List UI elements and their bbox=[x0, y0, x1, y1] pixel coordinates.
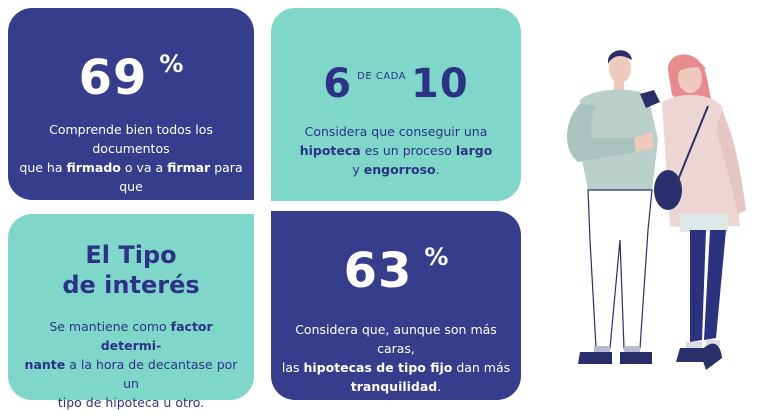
stat-card-mortgage-process: 6 DE CADA 10 Considera que conseguir una h… bbox=[271, 8, 521, 201]
stat-number: 69 bbox=[78, 50, 148, 106]
stat-description: Se mantiene como factor determi- nante a… bbox=[24, 319, 238, 410]
stat-card-documents: 69% Comprende bien todos los documentos … bbox=[8, 8, 254, 213]
stat-number-b: 10 bbox=[411, 61, 469, 107]
stat-card-fixed-rate: 63% Considera que, aunque son más caras,… bbox=[271, 211, 521, 400]
woman-figure bbox=[654, 54, 746, 370]
couple-illustration bbox=[566, 50, 746, 370]
stat-69-percent: 69% bbox=[8, 52, 254, 102]
stat-description: Considera que conseguir una hipoteca es … bbox=[299, 124, 493, 177]
man-figure bbox=[566, 50, 660, 364]
stat-6-of-10: 6 DE CADA 10 bbox=[271, 64, 521, 104]
stat-description: Considera que, aunque son más caras, las… bbox=[281, 322, 511, 394]
card-title: El Tipo de interés bbox=[62, 241, 200, 299]
stat-percent-sign: % bbox=[424, 243, 449, 271]
stat-description: Comprende bien todos los documentos que … bbox=[19, 122, 243, 213]
stat-de-cada: DE CADA bbox=[357, 71, 407, 82]
stat-number: 63 bbox=[343, 243, 413, 299]
stat-63-percent: 63% bbox=[271, 245, 521, 295]
stat-percent-sign: % bbox=[159, 50, 184, 78]
stat-card-interest-type: El Tipo de interés Se mantiene como fact… bbox=[8, 214, 254, 410]
stat-number-a: 6 bbox=[323, 61, 353, 107]
